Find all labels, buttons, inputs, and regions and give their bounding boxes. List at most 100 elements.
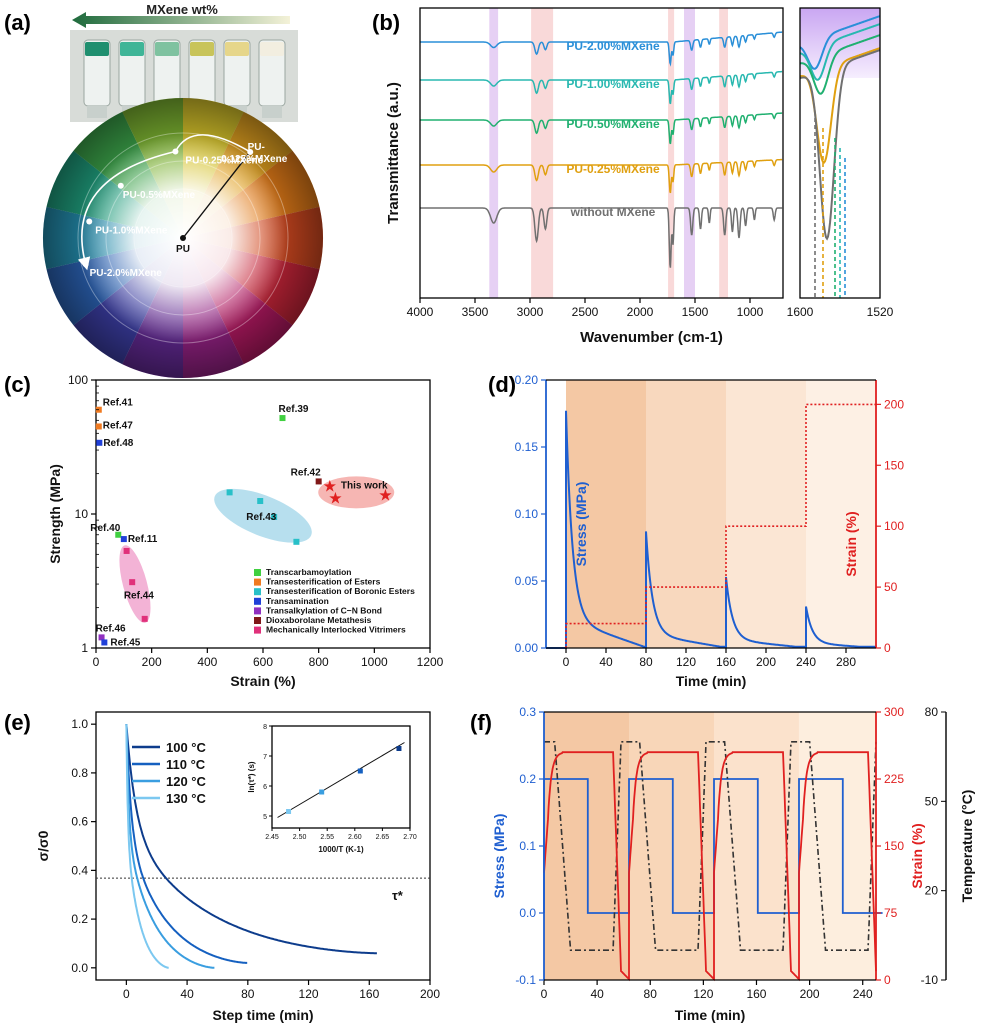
- x-axis-label: Wavenumber (cm-1): [580, 329, 723, 346]
- legend-swatch: [254, 607, 261, 615]
- strain-series-line: [543, 751, 877, 982]
- inset-y-label: ln(τ*) (s): [247, 761, 256, 792]
- vial-liquid: [155, 42, 179, 56]
- x-tick-label: 200: [142, 655, 162, 669]
- x-tick-label: 160: [746, 987, 766, 1001]
- x-tick-label: 0: [93, 655, 100, 669]
- scatter-point-label: Ref.48: [103, 438, 133, 449]
- legend-label: Transalkylation of C−N Bond: [266, 605, 382, 615]
- x-tick-label: 160: [716, 655, 736, 669]
- pu-center-label: PU: [176, 244, 190, 255]
- inset-tick-label: 1600: [787, 305, 814, 319]
- x-tick-label: 200: [756, 655, 776, 669]
- legend-swatch: [254, 626, 261, 634]
- y-axis-label: σ/σ0: [35, 830, 51, 861]
- scatter-point-label: Ref.47: [103, 420, 133, 431]
- this-work-star: ★: [328, 491, 342, 508]
- y2-tick-label: 0: [884, 973, 891, 987]
- x-tick-label: 280: [836, 655, 856, 669]
- ftir-frame: [419, 7, 784, 299]
- ftir-series-label: without MXene: [570, 205, 656, 219]
- y2-tick-label: 100: [884, 519, 904, 533]
- y-tick-label: 1: [81, 641, 88, 655]
- scatter-point-label: Ref.46: [96, 623, 126, 634]
- panel-b: (b) PU-2.00%MXene PU-1.00%MXene PU-0.50%MX…: [372, 7, 894, 346]
- scatter-point-label: Ref.40: [90, 523, 120, 534]
- legend-label: Transesterification of Esters: [266, 577, 381, 587]
- stress-series-line: [546, 410, 876, 649]
- wheel-ring: [105, 160, 261, 316]
- x-tick-label: 120: [299, 987, 319, 1001]
- inset-series-line: [799, 34, 881, 95]
- panel-e: (e) τ* 100 °C 110 °C 120 °C 130 °C 0 40 80 120 16…: [4, 710, 440, 1023]
- y-tick-label: -0.1: [515, 973, 536, 987]
- x-tick-label: 1000: [361, 655, 388, 669]
- stage-shading: [566, 380, 646, 648]
- wheel-point: [172, 148, 179, 155]
- legend-swatch: [254, 617, 261, 624]
- inset-point: [396, 746, 402, 751]
- shape-memory-cycles-plot: 0 40 80 120 160 200 240 -0.1 0.0 0.1 0.2 0.3 0 75 150 2…: [491, 705, 975, 1023]
- group-44-point: [141, 615, 148, 622]
- x-tick-label: 1000: [737, 305, 764, 319]
- relaxation-series-line: [125, 724, 215, 969]
- y-tick-label: 100: [68, 373, 88, 387]
- y-tick-label: 0.15: [515, 440, 539, 454]
- y2-axis-label: Strain (%): [843, 511, 859, 576]
- scatter-point: [98, 634, 105, 641]
- inset-frame: [271, 725, 411, 829]
- x-tick-label: 2000: [627, 305, 654, 319]
- x-tick-label: 2500: [572, 305, 599, 319]
- ftir-series-line: [420, 207, 783, 268]
- relaxation-series-line: [125, 724, 377, 955]
- this-work-ellipse: [318, 476, 395, 509]
- y-tick-label: 0.6: [71, 815, 88, 829]
- panel-label-d: (d): [488, 372, 516, 397]
- cycle-shading: [628, 712, 714, 980]
- group-43-point: [226, 489, 233, 496]
- group-43-point: [257, 498, 264, 505]
- ftir-inset: 1600 1520: [787, 7, 894, 319]
- y2-tick-label: 225: [884, 772, 904, 786]
- relaxation-series-line: [125, 724, 169, 969]
- x-tick-label: 240: [853, 987, 873, 1001]
- y-tick-label: 0.3: [519, 705, 536, 719]
- inset-point: [286, 809, 292, 814]
- group-43-label: Ref.43: [246, 512, 276, 523]
- x-axis-label: Time (min): [676, 673, 747, 689]
- x-tick-label: 200: [420, 987, 440, 1001]
- x-tick-label: 120: [693, 987, 713, 1001]
- y-tick-label: 0.2: [71, 912, 88, 926]
- group-44-point: [123, 547, 130, 554]
- y-tick-label: 1.0: [71, 717, 88, 731]
- y2-tick-label: 75: [884, 906, 898, 920]
- vial-liquid: [85, 42, 109, 56]
- wheel-point-label: 0.125%MXene: [221, 154, 288, 165]
- normalized-relaxation-plot: τ* 100 °C 110 °C 120 °C 130 °C 0 40 80 120 160 200…: [35, 711, 440, 1023]
- legend-label: Mechanically Interlocked Vitrimers: [266, 625, 406, 635]
- ftir-series-label: PU-2.00%MXene: [566, 39, 660, 53]
- ftir-series-label: PU-0.50%MXene: [566, 117, 660, 131]
- this-work-star: ★: [378, 487, 392, 504]
- x-tick-label: 400: [197, 655, 217, 669]
- y-tick-label: 0.0: [71, 961, 88, 975]
- group-43-point: [271, 513, 278, 520]
- x-tick-label: 1200: [417, 655, 444, 669]
- scatter-point: [279, 415, 286, 422]
- y3-tick-label: -10: [921, 973, 939, 987]
- y-tick-label: 0.05: [515, 574, 539, 588]
- group-44-point: [129, 579, 136, 586]
- group-44-label: Ref.44: [124, 590, 154, 601]
- y-tick-label: 0.4: [71, 863, 88, 877]
- x-tick-label: 600: [253, 655, 273, 669]
- x-tick-label: 200: [800, 987, 820, 1001]
- highlight-band: [531, 8, 554, 298]
- scatter-point: [315, 478, 322, 485]
- mxene-path: [174, 134, 251, 153]
- x-tick-label: 40: [180, 987, 194, 1001]
- threshold-label: τ*: [392, 888, 404, 903]
- wheel-point-label: PU-0.25%MXene: [185, 156, 263, 167]
- mxene-arrow-label: MXene wt%: [146, 2, 218, 17]
- inset-tick-label: 1520: [867, 305, 894, 319]
- strain-series-line: [565, 403, 876, 648]
